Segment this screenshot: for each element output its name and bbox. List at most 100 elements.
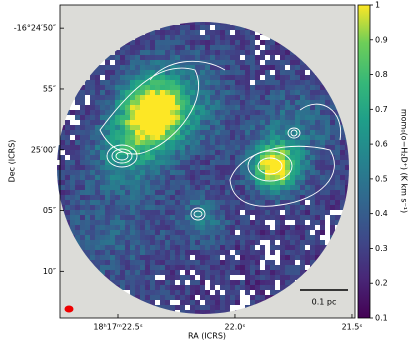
map-pixel [105, 110, 111, 116]
map-pixel [200, 150, 206, 156]
map-pixel [255, 90, 261, 96]
map-pixel [165, 285, 171, 291]
map-pixel [85, 165, 91, 171]
map-pixel [155, 55, 161, 61]
map-pixel [130, 170, 136, 176]
map-pixel [280, 175, 286, 181]
map-pixel [230, 65, 236, 71]
map-pixel [245, 290, 251, 296]
map-pixel [155, 260, 161, 266]
map-pixel [245, 35, 251, 41]
map-pixel [150, 65, 156, 71]
y-tick-label: 05″ [43, 206, 56, 215]
map-pixel [75, 205, 81, 211]
map-pixel [235, 200, 241, 206]
map-pixel [200, 225, 206, 231]
map-pixel [255, 210, 261, 216]
map-pixel [270, 290, 276, 296]
map-pixel [150, 80, 156, 86]
map-pixel [120, 125, 126, 131]
map-pixel [320, 125, 326, 131]
map-pixel [75, 165, 81, 171]
map-pixel [345, 145, 349, 151]
map-pixel [305, 250, 311, 256]
map-pixel [170, 260, 176, 266]
map-pixel [265, 265, 271, 271]
map-pixel [310, 145, 316, 151]
map-pixel [170, 280, 176, 286]
map-pixel [235, 245, 241, 251]
map-pixel [240, 130, 246, 136]
map-pixel [260, 155, 266, 161]
map-pixel [105, 260, 111, 266]
map-pixel [90, 250, 96, 256]
map-pixel [335, 145, 341, 151]
map-pixel [70, 185, 76, 191]
map-pixel [290, 205, 296, 211]
map-pixel [120, 175, 126, 181]
map-pixel [170, 25, 176, 31]
map-pixel [220, 180, 226, 186]
map-pixel [110, 135, 116, 141]
map-pixel [130, 245, 136, 251]
map-pixel [220, 135, 226, 141]
map-pixel [325, 205, 331, 211]
map-pixel [290, 155, 296, 161]
map-pixel [220, 25, 226, 31]
map-pixel [265, 220, 271, 226]
map-pixel [100, 65, 106, 71]
map-pixel [140, 175, 146, 181]
map-pixel [255, 125, 261, 131]
map-pixel [165, 255, 171, 261]
map-pixel [135, 135, 141, 141]
map-pixel [175, 40, 181, 46]
map-pixel [165, 95, 171, 101]
map-pixel [130, 60, 136, 66]
map-pixel [140, 110, 146, 116]
contour [290, 129, 298, 137]
map-pixel [260, 90, 266, 96]
map-pixel [65, 125, 71, 131]
map-pixel [130, 165, 136, 171]
map-pixel [210, 55, 216, 61]
map-pixel [275, 105, 281, 111]
map-pixel [300, 70, 306, 76]
contour [299, 103, 342, 141]
map-pixel [60, 160, 66, 166]
map-pixel [155, 130, 161, 136]
map-pixel [315, 75, 321, 81]
map-pixel [115, 90, 121, 96]
map-pixel [285, 125, 291, 131]
map-pixel [140, 200, 146, 206]
map-pixel [250, 135, 256, 141]
map-pixel [125, 45, 131, 51]
map-pixel [70, 205, 76, 211]
map-pixel [155, 75, 161, 81]
map-pixel [340, 155, 346, 161]
map-pixel [60, 150, 66, 156]
map-pixel [140, 280, 146, 286]
map-pixel [100, 245, 106, 251]
map-pixel [285, 240, 291, 246]
map-pixel [290, 95, 296, 101]
map-pixel [180, 215, 186, 221]
map-pixel [300, 80, 306, 86]
map-pixel [140, 35, 146, 41]
map-pixel [345, 150, 349, 156]
map-pixel [315, 155, 321, 161]
map-pixel [230, 130, 236, 136]
map-pixel [215, 285, 221, 291]
map-pixel [245, 60, 251, 66]
map-pixel [230, 145, 236, 151]
map-pixel [220, 235, 226, 241]
map-pixel [125, 255, 131, 261]
map-pixel [125, 275, 131, 281]
map-pixel [275, 115, 281, 121]
map-pixel [60, 135, 66, 141]
map-pixel [80, 135, 86, 141]
map-pixel [200, 145, 206, 151]
map-pixel [165, 205, 171, 211]
map-pixel [140, 270, 146, 276]
map-pixel [100, 200, 106, 206]
map-pixel [245, 245, 251, 251]
